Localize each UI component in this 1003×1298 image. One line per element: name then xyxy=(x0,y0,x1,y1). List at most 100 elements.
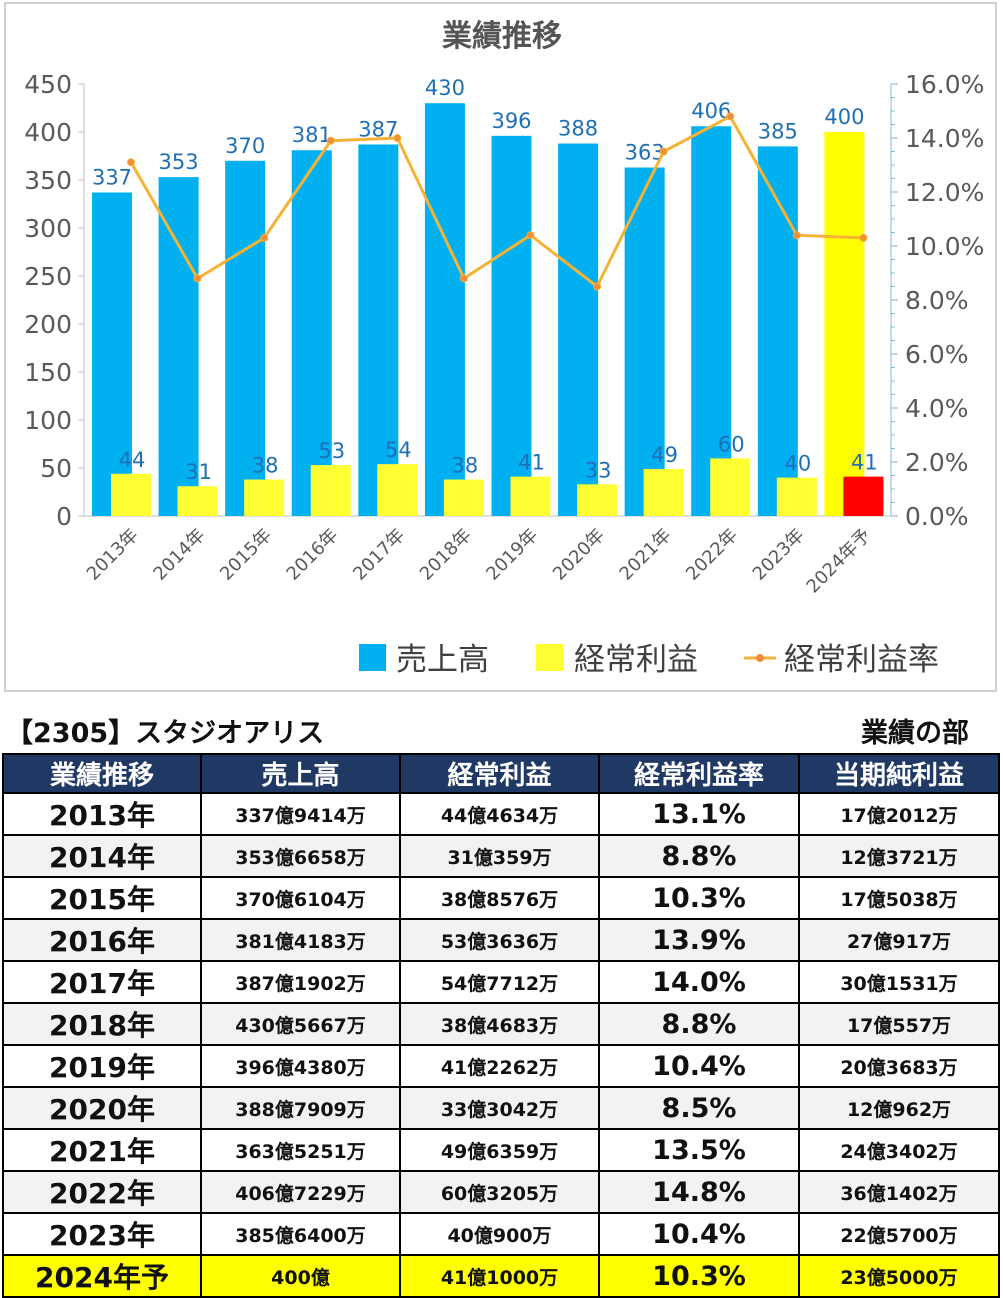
sales-data-label: 353 xyxy=(159,150,199,174)
ordinary-profit-bar xyxy=(577,484,618,516)
ordinary-profit-data-label: 44 xyxy=(119,448,146,472)
cell-net-profit: 12億962万 xyxy=(798,1086,1000,1130)
cell-net-profit: 17億557万 xyxy=(798,1002,1000,1046)
sales-bar xyxy=(158,177,199,516)
cell-ordinary-margin: 8.8% xyxy=(598,1002,800,1046)
cell-year: 2019年 xyxy=(2,1044,202,1088)
ordinary-profit-bar xyxy=(177,486,218,516)
y-right-tick-label: 8.0% xyxy=(905,286,969,315)
cell-ordinary-profit: 31億359万 xyxy=(399,834,600,878)
cell-year: 2020年 xyxy=(2,1086,202,1130)
cell-ordinary-margin: 10.3% xyxy=(598,1254,800,1298)
ordinary-profit-bar xyxy=(643,468,684,516)
ordinary-profit-data-label: 33 xyxy=(585,458,612,482)
sales-data-label: 385 xyxy=(758,119,798,143)
y-left-tick-label: 0 xyxy=(56,502,72,531)
ordinary-margin-point xyxy=(393,134,402,142)
cell-ordinary-profit: 38億8576万 xyxy=(399,876,600,920)
table-row: 2021年 363億5251万 49億6359万 13.5% 24億3402万 xyxy=(2,1128,1000,1172)
cell-ordinary-margin: 10.4% xyxy=(598,1212,800,1256)
ordinary-profit-data-label: 31 xyxy=(185,460,212,484)
y-right-tick-label: 10.0% xyxy=(905,232,984,261)
cell-net-profit: 20億3683万 xyxy=(798,1044,1000,1088)
x-category-label: 2017年 xyxy=(349,525,409,585)
header-sales: 売上高 xyxy=(200,753,401,794)
sales-bar xyxy=(824,132,865,516)
legend-ordinary-swatch xyxy=(536,644,563,671)
legend-sales-label: 売上高 xyxy=(396,642,489,678)
ordinary-margin-point xyxy=(459,274,468,283)
table-row: 2023年 385億6400万 40億900万 10.4% 22億5700万 xyxy=(2,1212,1000,1256)
y-left-tick-label: 350 xyxy=(24,166,72,195)
header-ordinary-margin: 経常利益率 xyxy=(598,753,800,794)
cell-year: 2013年 xyxy=(2,792,202,836)
cell-year: 2018年 xyxy=(2,1002,202,1046)
x-category-label: 2024年予 xyxy=(803,525,876,598)
y-left-tick-label: 200 xyxy=(24,310,72,339)
sales-bar xyxy=(291,150,332,517)
cell-net-profit: 22億5700万 xyxy=(798,1212,1000,1256)
cell-year: 2024年予 xyxy=(2,1254,202,1298)
ordinary-profit-data-label: 41 xyxy=(518,451,545,475)
sales-bar xyxy=(624,167,665,516)
cell-ordinary-profit: 33億3042万 xyxy=(399,1086,600,1130)
y-left-tick-label: 450 xyxy=(24,70,72,99)
y-right-tick-label: 4.0% xyxy=(905,394,969,423)
cell-net-profit: 17億2012万 xyxy=(798,792,1000,836)
ordinary-profit-bar xyxy=(843,476,884,516)
sales-data-label: 388 xyxy=(558,117,598,141)
x-category-label: 2018年 xyxy=(416,525,476,585)
cell-net-profit: 30億1531万 xyxy=(798,960,1000,1004)
ordinary-profit-data-label: 38 xyxy=(452,454,479,478)
cell-ordinary-margin: 13.9% xyxy=(598,918,800,962)
ordinary-margin-point xyxy=(260,233,269,242)
cell-net-profit: 23億5000万 xyxy=(798,1254,1000,1298)
cell-year: 2016年 xyxy=(2,918,202,962)
ordinary-profit-bar xyxy=(510,476,551,516)
performance-table: 業績推移 売上高 経常利益 経常利益率 当期純利益 2013年 337億9414万… xyxy=(2,753,1000,1298)
ordinary-profit-data-label: 53 xyxy=(318,439,345,463)
y-left-tick-label: 300 xyxy=(24,214,72,243)
y-right-tick-label: 2.0% xyxy=(905,448,969,477)
x-category-label: 2021年 xyxy=(616,525,676,585)
x-category-label: 2013年 xyxy=(83,525,143,585)
cell-ordinary-margin: 10.3% xyxy=(598,876,800,920)
cell-ordinary-margin: 13.1% xyxy=(598,792,800,836)
cell-sales: 400億 xyxy=(200,1254,401,1298)
cell-net-profit: 36億1402万 xyxy=(798,1170,1000,1214)
y-right-tick-label: 6.0% xyxy=(905,340,969,369)
ordinary-profit-bar xyxy=(111,473,151,516)
legend-sales-swatch xyxy=(359,644,386,671)
y-right-tick-label: 0.0% xyxy=(905,502,969,531)
table-row: 2013年 337億9414万 44億4634万 13.1% 17億2012万 xyxy=(2,792,1000,836)
table-row: 2024年予 400億 41億1000万 10.3% 23億5000万 xyxy=(2,1254,1000,1298)
cell-net-profit: 12億3721万 xyxy=(798,834,1000,878)
ordinary-margin-point xyxy=(792,231,801,240)
table-row: 2014年 353億6658万 31億359万 8.8% 12億3721万 xyxy=(2,834,1000,878)
sales-data-label: 381 xyxy=(292,123,332,147)
sales-data-label: 400 xyxy=(824,105,864,129)
cell-ordinary-profit: 40億900万 xyxy=(399,1212,600,1256)
y-right-tick-label: 14.0% xyxy=(905,124,984,153)
y-left-tick-label: 50 xyxy=(40,454,72,483)
sales-bar xyxy=(225,160,266,517)
cell-ordinary-profit: 49億6359万 xyxy=(399,1128,600,1172)
cell-sales: 387億1902万 xyxy=(200,960,401,1004)
ordinary-profit-data-label: 60 xyxy=(718,432,745,456)
cell-sales: 353億6658万 xyxy=(200,834,401,878)
ordinary-margin-point xyxy=(127,158,135,167)
cell-ordinary-margin: 13.5% xyxy=(598,1128,800,1172)
x-category-label: 2020年 xyxy=(549,525,609,585)
sales-data-label: 396 xyxy=(491,109,531,133)
x-category-label: 2014年 xyxy=(149,525,209,585)
cell-sales: 406億7229万 xyxy=(200,1170,401,1214)
sales-bar xyxy=(92,192,132,517)
ordinary-profit-bar xyxy=(377,464,418,516)
chart-title: 業績推移 xyxy=(442,19,562,54)
sales-bar xyxy=(424,103,465,516)
cell-ordinary-profit: 53億3636万 xyxy=(399,918,600,962)
cell-net-profit: 17億5038万 xyxy=(798,876,1000,920)
ordinary-profit-bar xyxy=(244,479,285,516)
ordinary-profit-bar xyxy=(443,479,484,516)
ordinary-margin-point xyxy=(526,231,535,240)
